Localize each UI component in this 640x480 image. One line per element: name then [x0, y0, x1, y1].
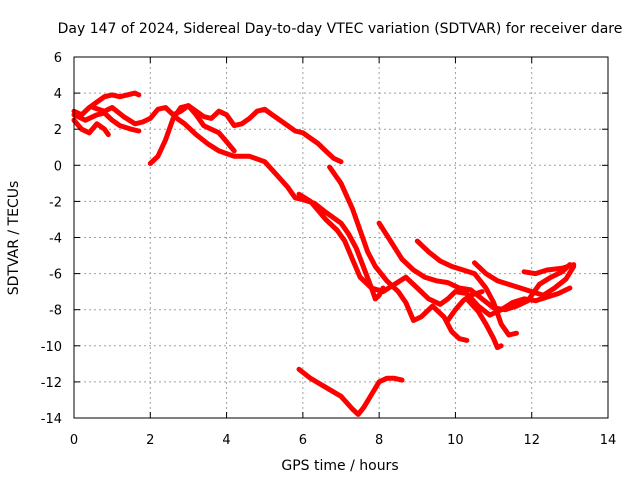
x-tick-label: 4 — [222, 433, 230, 448]
x-tick-label: 2 — [146, 433, 154, 448]
series-track-6 — [174, 115, 386, 302]
x-tick-label: 10 — [447, 433, 464, 448]
series-track-13 — [445, 289, 485, 323]
y-tick-label: 2 — [54, 123, 62, 138]
series-track-10 — [414, 238, 519, 338]
series-track-2 — [71, 90, 142, 118]
x-tick-label: 14 — [600, 433, 617, 448]
series-track-5 — [147, 103, 237, 166]
series-track-14 — [521, 262, 577, 277]
y-tick-label: -12 — [41, 376, 62, 391]
x-axis-label: GPS time / hours — [281, 458, 398, 474]
y-tick-label: -4 — [49, 232, 62, 247]
series-track-11 — [472, 260, 577, 298]
series-track-8 — [327, 164, 470, 343]
axis-ticks: 0 2 4 6 8 10 12 14 -14 -12 -10 -8 -6 -4 -2 0 2 4 6 — [41, 51, 617, 448]
series-track-3 — [71, 110, 142, 134]
y-axis-label: SDTVAR / TECUs — [6, 181, 22, 296]
y-tick-label: 4 — [54, 87, 62, 102]
x-tick-label: 0 — [70, 433, 78, 448]
y-tick-label: -2 — [49, 195, 62, 210]
x-tick-label: 12 — [523, 433, 540, 448]
y-tick-label: -10 — [41, 340, 62, 355]
y-tick-label: -6 — [49, 268, 62, 283]
y-tick-label: -8 — [49, 304, 62, 319]
y-tick-label: -14 — [41, 412, 62, 427]
x-tick-label: 8 — [375, 433, 383, 448]
chart-title: Day 147 of 2024, Sidereal Day-to-day VTE… — [58, 21, 623, 37]
series-track-4 — [90, 103, 344, 165]
series-track-1 — [71, 117, 111, 138]
series-track-7 — [296, 191, 573, 318]
x-tick-label: 6 — [299, 433, 307, 448]
y-tick-label: 6 — [54, 51, 62, 66]
data-series — [71, 90, 577, 417]
y-tick-label: 0 — [54, 159, 62, 174]
series-track-12 — [464, 296, 504, 351]
series-track-15 — [296, 366, 405, 417]
